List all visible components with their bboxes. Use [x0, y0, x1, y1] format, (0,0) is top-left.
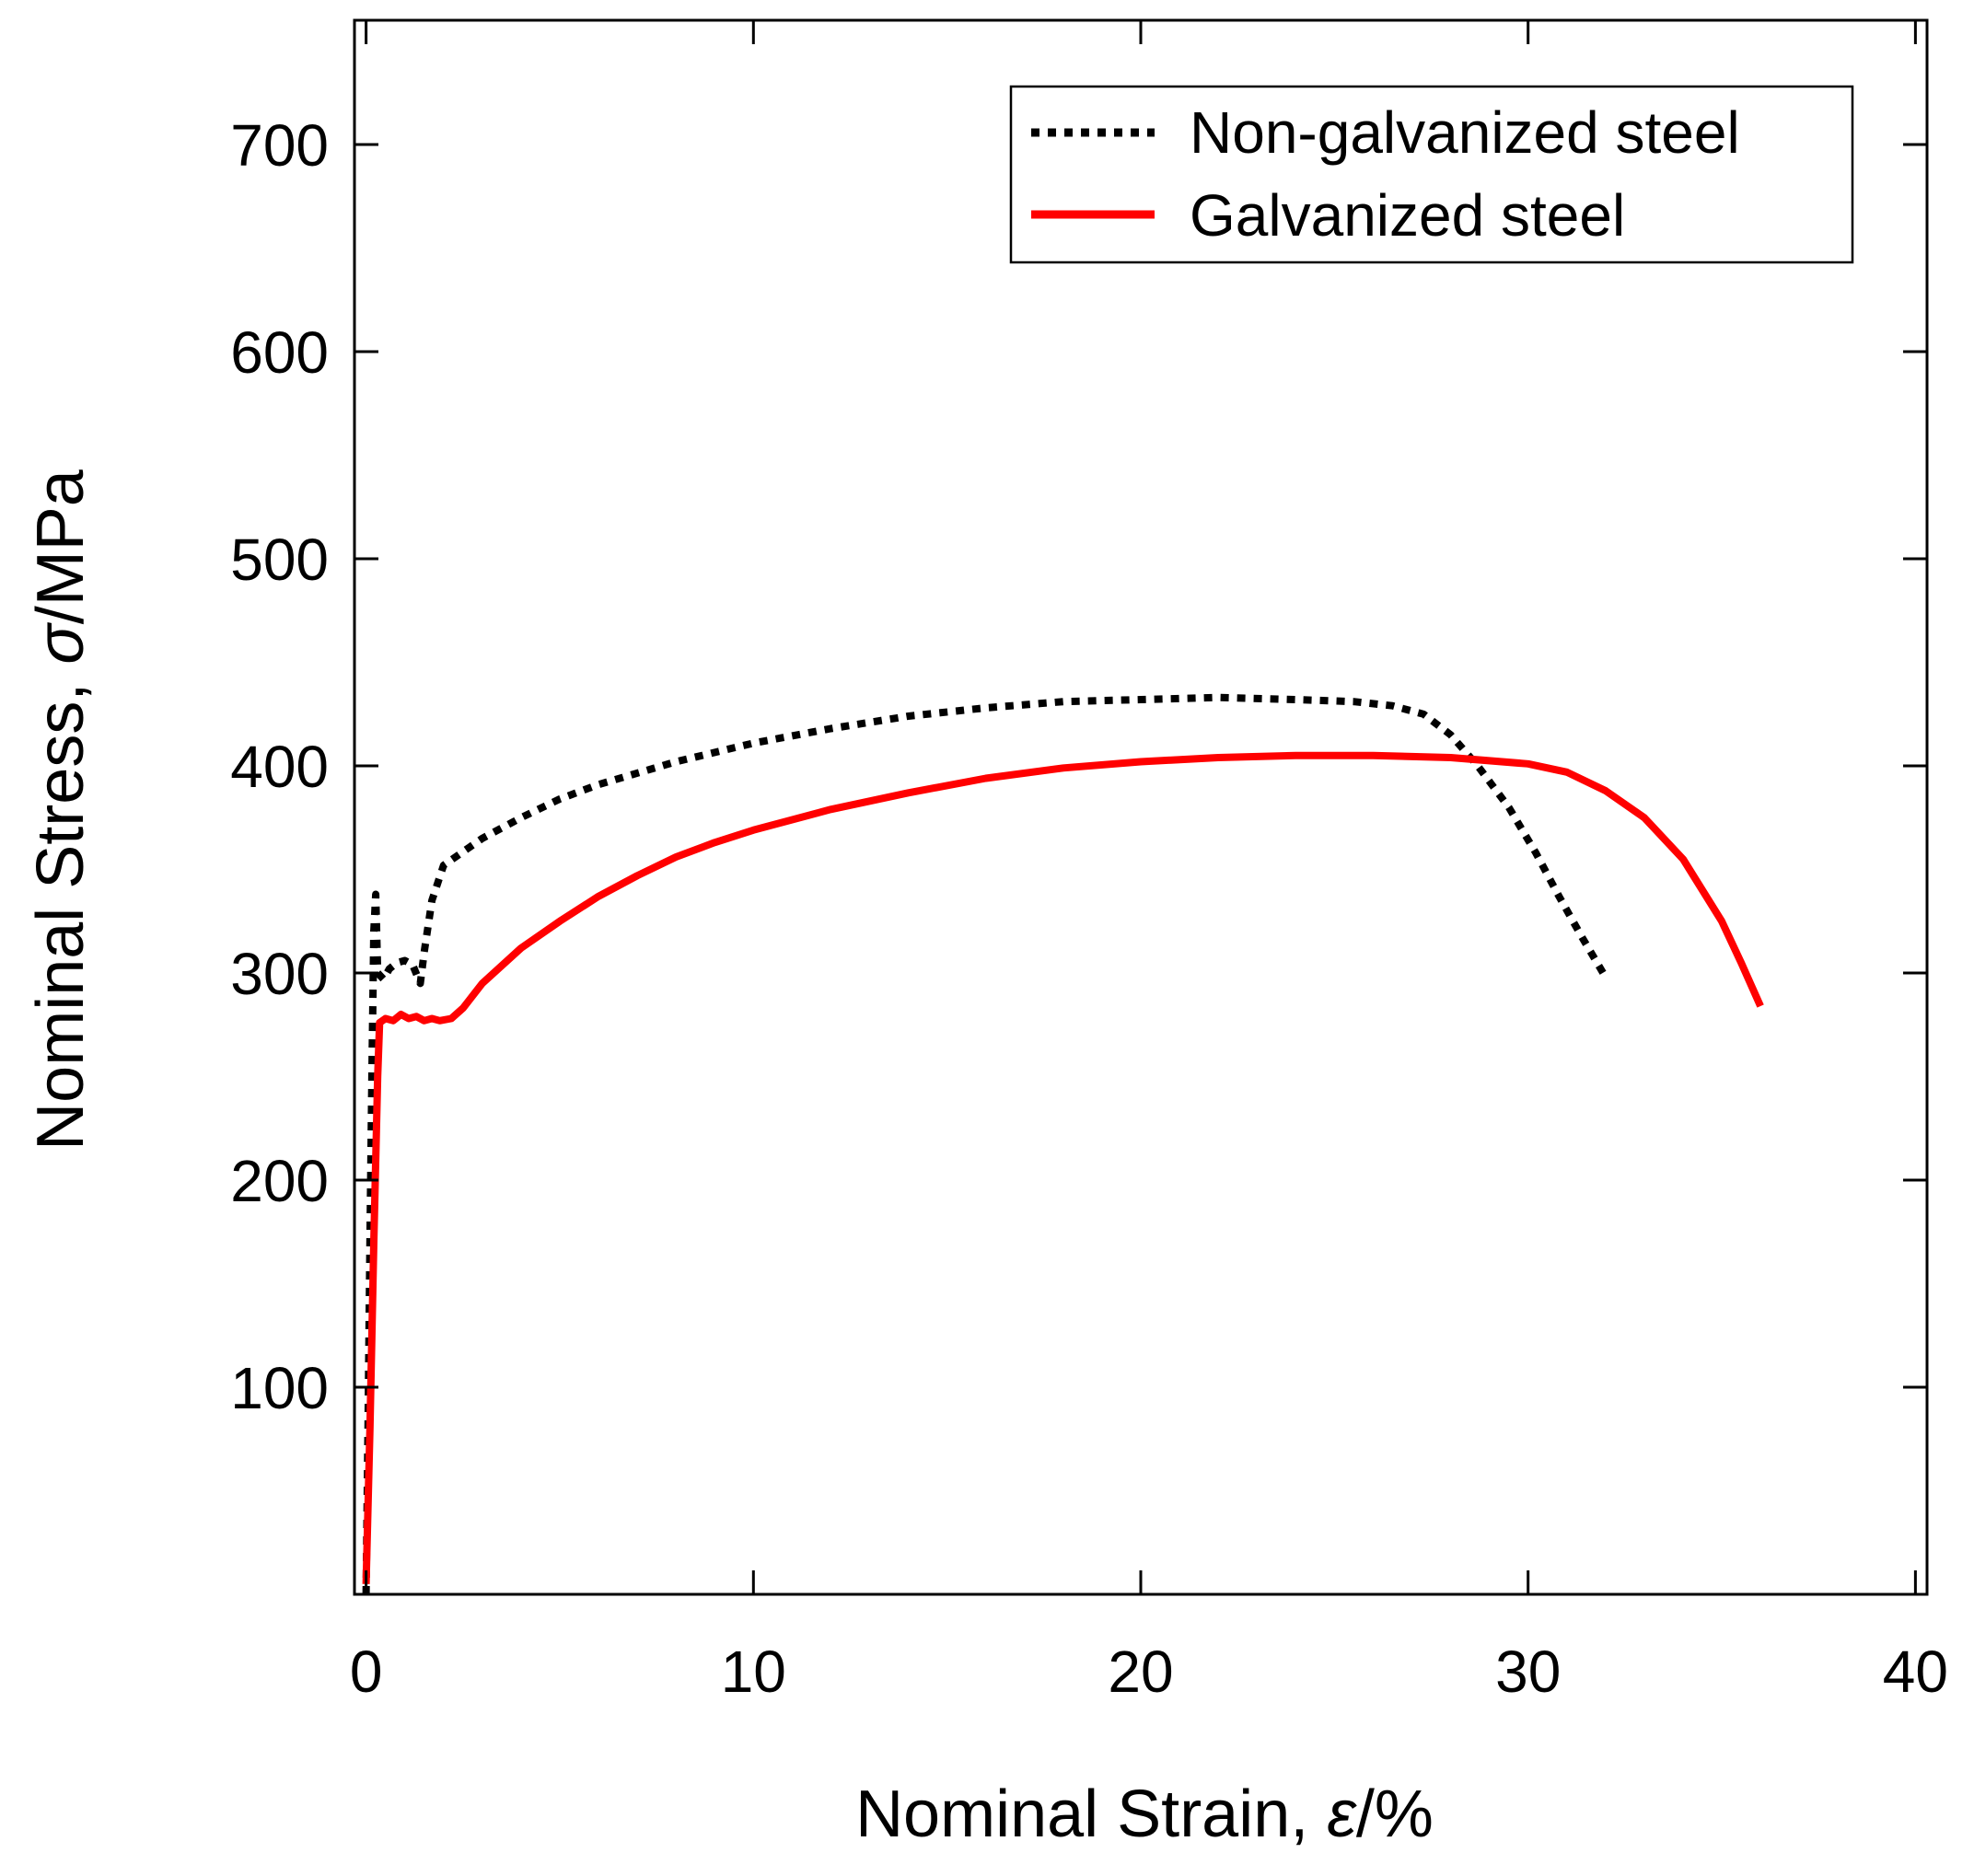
y-tick-label: 600: [230, 319, 329, 386]
x-tick-label: 40: [1883, 1639, 1948, 1705]
legend-box: [1009, 85, 1854, 264]
x-tick-label: 0: [350, 1639, 383, 1705]
x-tick-label: 20: [1108, 1639, 1173, 1705]
y-tick-label: 700: [230, 112, 329, 179]
legend: Non-galvanized steel Galvanized steel: [1009, 85, 1854, 264]
legend-label-galvanized: Galvanized steel: [1190, 182, 1625, 249]
series-layer: [362, 693, 1764, 1595]
y-tick-label: 200: [230, 1148, 329, 1214]
ticks-layer: [354, 20, 1927, 1594]
y-tick-label: 300: [230, 941, 329, 1007]
y-tick-label: 400: [230, 734, 329, 800]
series-line-non-galvanized: [362, 693, 1609, 1595]
x-axis-title: Nominal Strain, ε/%: [855, 1778, 1434, 1851]
y-axis-title: Nominal Stress, σ/MPa: [24, 469, 98, 1151]
legend-label-non-galvanized: Non-galvanized steel: [1190, 99, 1740, 166]
x-tick-label: 10: [721, 1639, 786, 1705]
y-tick-label: 100: [230, 1355, 329, 1421]
series-line-galvanized: [362, 751, 1764, 1584]
y-tick-label: 500: [230, 527, 329, 593]
x-tick-label: 30: [1495, 1639, 1561, 1705]
tick-labels-layer: 0 10 20 30 40 100 200 300 400 500 600 700: [230, 112, 1948, 1705]
